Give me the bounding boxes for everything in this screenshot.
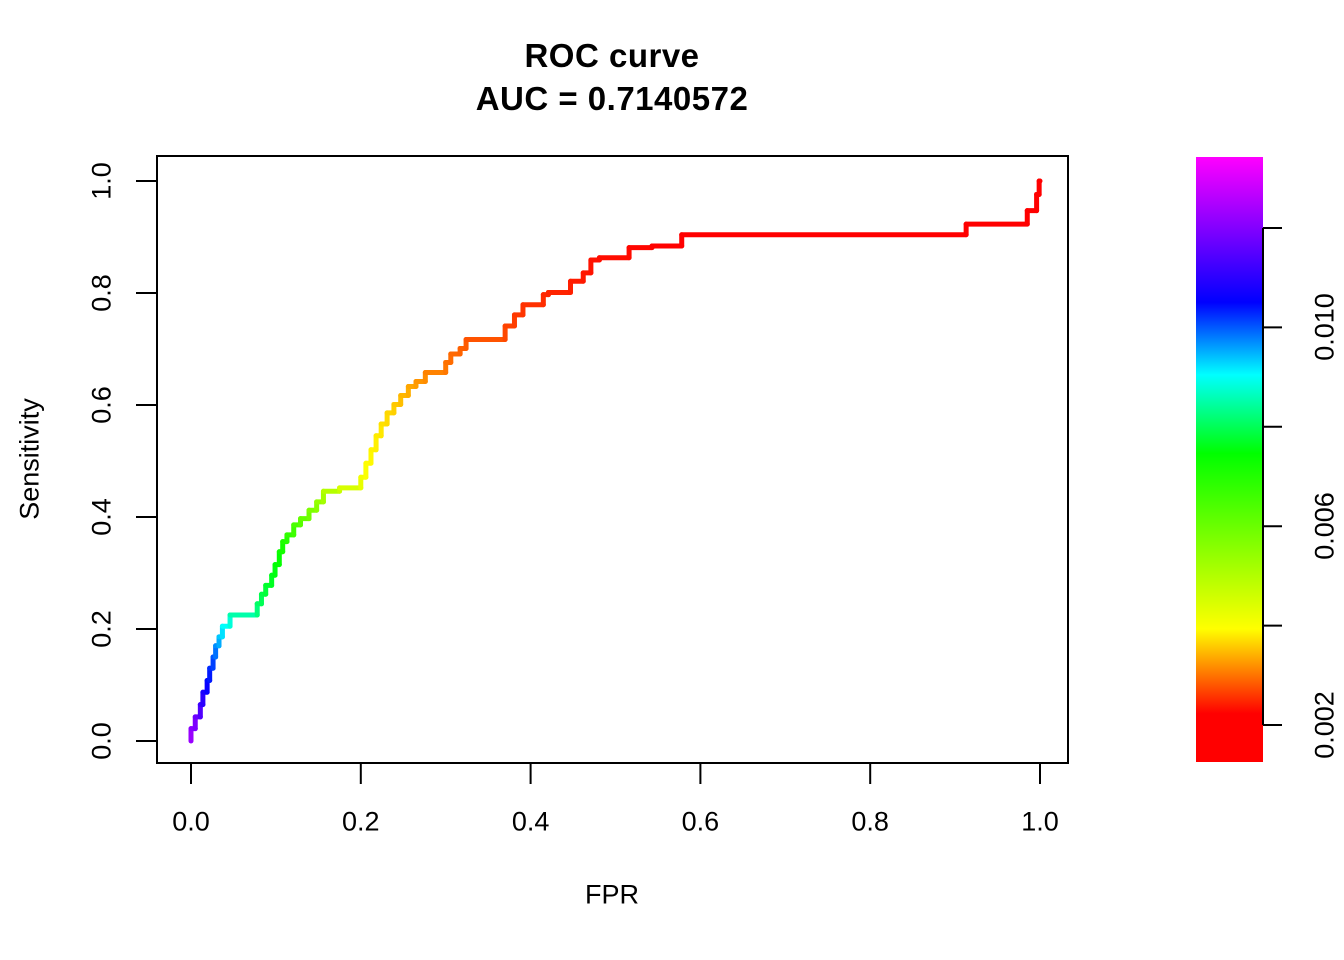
y-tick-label: 0.6 [86, 386, 117, 424]
x-axis-title: FPR [585, 879, 639, 910]
y-tick-label: 0.0 [86, 722, 117, 760]
y-tick-label: 0.8 [86, 274, 117, 312]
x-tick-label: 0.4 [511, 806, 550, 837]
colorbar-tick-label: 0.006 [1309, 492, 1340, 560]
colorbar-tick-label: 0.002 [1309, 691, 1340, 759]
x-tick-label: 0.0 [172, 806, 210, 837]
x-tick-label: 0.2 [342, 806, 380, 837]
x-tick-label: 0.6 [681, 806, 720, 837]
chart-title: ROC curve [524, 37, 700, 74]
colorbar-gradient [1196, 157, 1263, 762]
plot-box [156, 155, 1069, 764]
colorbar-tick-label: 0.010 [1309, 293, 1340, 362]
y-tick-label: 0.4 [86, 498, 117, 536]
x-tick-label: 0.8 [851, 806, 889, 837]
x-tick-label: 1.0 [1021, 806, 1059, 837]
y-axis-title: Sensitivity [14, 398, 45, 520]
y-tick-label: 0.2 [86, 610, 117, 648]
chart-subtitle-auc: AUC = 0.7140572 [475, 80, 749, 117]
y-tick-label: 1.0 [86, 162, 117, 200]
